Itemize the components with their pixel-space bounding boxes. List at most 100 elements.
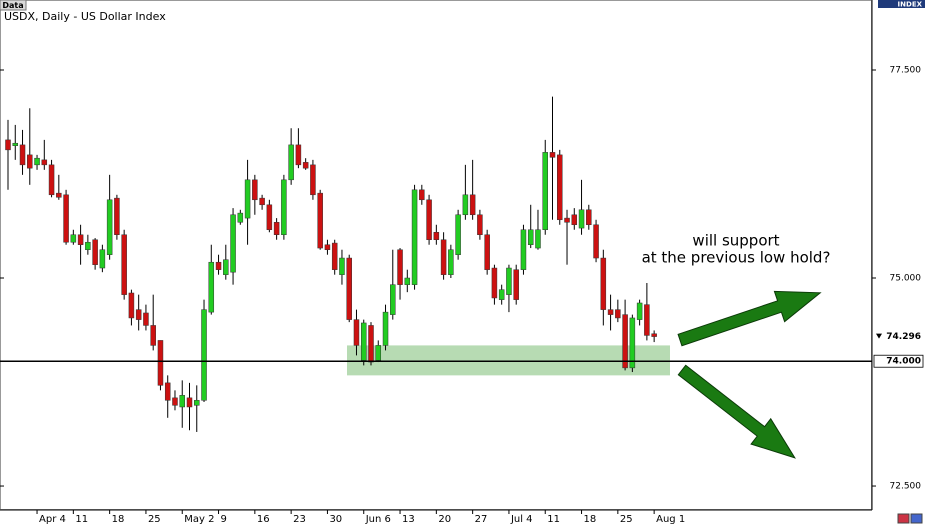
candle-body bbox=[164, 382, 171, 401]
candle-body bbox=[194, 400, 200, 406]
candle-body bbox=[484, 234, 490, 270]
candle-body bbox=[353, 319, 360, 346]
price-axis bbox=[872, 0, 925, 525]
plot-frame bbox=[0, 0, 872, 510]
x-tick-label: Aug 1 bbox=[656, 514, 685, 525]
x-tick-label: 18 bbox=[584, 514, 597, 525]
axis-badge-label: INDEX bbox=[898, 1, 923, 9]
candle-body bbox=[542, 152, 548, 231]
candle-body bbox=[106, 199, 113, 255]
candle-body bbox=[70, 234, 77, 243]
candle-body bbox=[135, 309, 142, 320]
arrow-up bbox=[677, 290, 822, 347]
candle-body bbox=[77, 234, 84, 245]
candle-body bbox=[121, 234, 127, 295]
candle-body bbox=[273, 222, 280, 235]
x-tick-label: 9 bbox=[221, 514, 227, 525]
data-tab-label[interactable]: Data bbox=[2, 1, 23, 10]
arrow-down bbox=[677, 364, 796, 459]
candle-body bbox=[5, 139, 11, 151]
candle-body bbox=[571, 214, 578, 226]
candle-body bbox=[615, 309, 621, 319]
candle-body bbox=[368, 325, 374, 363]
y-tick-label: 75.000 bbox=[890, 274, 922, 284]
candle-body bbox=[557, 154, 563, 221]
candle-body bbox=[186, 397, 193, 408]
candle-body bbox=[302, 162, 309, 169]
candle-body bbox=[346, 257, 352, 320]
annotation-line: at the previous low hold? bbox=[642, 249, 831, 267]
data-tab[interactable] bbox=[0, 0, 27, 11]
candle-body bbox=[651, 333, 657, 337]
candle-body bbox=[19, 144, 26, 166]
x-tick-label: 11 bbox=[547, 514, 560, 525]
candle-body bbox=[600, 257, 607, 310]
chart-title: USDX, Daily - US Dollar Index bbox=[4, 10, 166, 23]
candle-body bbox=[607, 309, 614, 315]
x-tick-label: Jul 4 bbox=[510, 514, 533, 525]
candle-body bbox=[527, 229, 534, 245]
candle-body bbox=[252, 179, 258, 201]
candle-body bbox=[92, 239, 98, 265]
candle-body bbox=[157, 340, 164, 386]
candle-body bbox=[215, 261, 222, 270]
x-tick-label: Jun 6 bbox=[365, 514, 391, 525]
candle-body bbox=[172, 397, 178, 406]
candle-body bbox=[375, 345, 382, 361]
candle-body bbox=[223, 259, 229, 275]
x-tick-label: 23 bbox=[293, 514, 306, 525]
candle-body bbox=[56, 192, 62, 198]
candle-body bbox=[433, 231, 440, 240]
candle-body bbox=[629, 317, 636, 369]
candle-body bbox=[622, 314, 628, 369]
candle-body bbox=[317, 192, 323, 249]
candle-body bbox=[586, 209, 592, 226]
toolbar-icon[interactable] bbox=[897, 513, 910, 524]
candle-body bbox=[310, 164, 316, 196]
candle-body bbox=[578, 209, 585, 229]
candle-body bbox=[535, 229, 541, 249]
candle-body bbox=[230, 214, 236, 273]
candle-body bbox=[339, 257, 345, 275]
x-tick-label: 20 bbox=[438, 514, 451, 525]
candle-body bbox=[114, 197, 120, 235]
candle-body bbox=[411, 189, 418, 285]
candle-body bbox=[281, 179, 287, 235]
candle-body bbox=[477, 214, 483, 235]
candle-body bbox=[85, 241, 91, 250]
candle-body bbox=[506, 267, 512, 295]
support-zone bbox=[347, 345, 670, 376]
candle-body bbox=[237, 212, 244, 223]
x-tick-label: 16 bbox=[257, 514, 270, 525]
last-price-label: 74.296 bbox=[886, 332, 921, 342]
candle-body bbox=[498, 289, 505, 300]
candle-body bbox=[150, 325, 156, 346]
toolbar-icon[interactable] bbox=[910, 513, 923, 524]
x-tick-label: Apr 4 bbox=[39, 514, 66, 525]
last-price-marker bbox=[876, 333, 882, 339]
candle-body bbox=[448, 249, 454, 275]
candle-body bbox=[549, 152, 556, 158]
candle-body bbox=[143, 312, 149, 326]
candle-body bbox=[324, 244, 331, 250]
candle-body bbox=[404, 277, 411, 285]
candle-body bbox=[360, 322, 367, 361]
candle-body bbox=[462, 194, 469, 216]
x-tick-label: 18 bbox=[112, 514, 125, 525]
candle-body bbox=[564, 217, 570, 223]
candle-body bbox=[244, 179, 251, 219]
x-tick-label: 11 bbox=[75, 514, 88, 525]
y-tick-label: 77.500 bbox=[890, 65, 922, 75]
candle-body bbox=[390, 284, 396, 315]
y-tick-label: 72.500 bbox=[890, 482, 922, 492]
candle-body bbox=[295, 144, 302, 166]
candle-body bbox=[513, 269, 519, 300]
candle-body bbox=[397, 249, 403, 285]
x-tick-label: 13 bbox=[402, 514, 415, 525]
candle-body bbox=[520, 229, 527, 270]
candle-body bbox=[99, 249, 106, 269]
candle-body bbox=[382, 311, 389, 346]
candle-body bbox=[63, 194, 69, 243]
candle-body bbox=[644, 304, 650, 336]
x-tick-label: 25 bbox=[148, 514, 161, 525]
